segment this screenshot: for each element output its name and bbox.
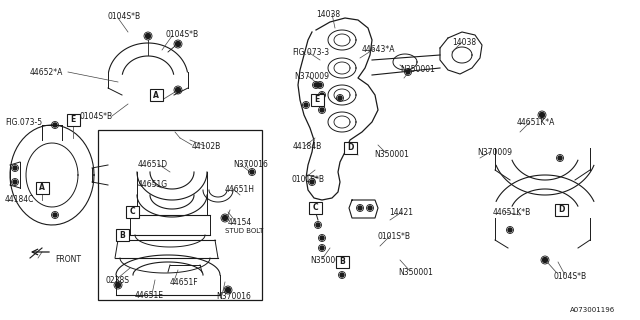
- Text: N370016: N370016: [216, 292, 251, 301]
- Text: N350001: N350001: [374, 150, 409, 159]
- Circle shape: [223, 215, 227, 220]
- Circle shape: [318, 83, 322, 87]
- Bar: [67, 114, 79, 126]
- Bar: [335, 256, 349, 268]
- Text: B: B: [119, 230, 125, 239]
- Text: 0104S*B: 0104S*B: [80, 112, 113, 121]
- Circle shape: [320, 246, 324, 250]
- Bar: [554, 204, 568, 216]
- Circle shape: [316, 223, 320, 227]
- Bar: [98, 130, 262, 300]
- Text: N350001: N350001: [398, 268, 433, 277]
- Text: A: A: [39, 183, 45, 193]
- Text: 0101S*B: 0101S*B: [291, 175, 324, 184]
- Text: 0104S*B: 0104S*B: [108, 12, 141, 21]
- Text: D: D: [347, 143, 353, 153]
- Circle shape: [338, 96, 342, 100]
- Circle shape: [316, 98, 320, 102]
- Text: N350001: N350001: [310, 256, 345, 265]
- Text: N370009: N370009: [477, 148, 512, 157]
- Bar: [308, 202, 321, 214]
- Circle shape: [13, 166, 17, 170]
- Text: 44651K*B: 44651K*B: [493, 208, 531, 217]
- Circle shape: [13, 180, 17, 184]
- Circle shape: [320, 236, 324, 240]
- Text: N350001: N350001: [400, 65, 435, 74]
- Text: STUD BOLT: STUD BOLT: [225, 228, 264, 234]
- Text: D: D: [558, 205, 564, 214]
- Circle shape: [145, 34, 150, 38]
- Circle shape: [310, 180, 314, 184]
- Circle shape: [304, 103, 308, 107]
- Text: 44651G: 44651G: [138, 180, 168, 189]
- Text: 44651K*A: 44651K*A: [517, 118, 556, 127]
- Text: 44643*A: 44643*A: [362, 45, 396, 54]
- Circle shape: [320, 93, 324, 97]
- Circle shape: [358, 206, 362, 210]
- Circle shape: [558, 156, 562, 160]
- Text: 44651F: 44651F: [170, 278, 198, 287]
- Circle shape: [340, 273, 344, 277]
- Text: E: E: [70, 116, 76, 124]
- Text: 0101S*B: 0101S*B: [377, 232, 410, 241]
- Text: N370016: N370016: [233, 160, 268, 169]
- Text: B: B: [339, 258, 345, 267]
- Text: 0104S*B: 0104S*B: [553, 272, 586, 281]
- Text: 44154: 44154: [228, 218, 252, 227]
- Circle shape: [225, 287, 230, 292]
- Text: 44651H: 44651H: [225, 185, 255, 194]
- Text: 14038: 14038: [316, 10, 340, 19]
- Text: 44184B: 44184B: [293, 142, 323, 151]
- Bar: [115, 229, 129, 241]
- Circle shape: [53, 213, 57, 217]
- Circle shape: [115, 283, 120, 287]
- Circle shape: [340, 263, 344, 267]
- Text: FRONT: FRONT: [55, 255, 81, 264]
- Bar: [125, 206, 138, 218]
- Circle shape: [175, 87, 180, 92]
- Text: 44651D: 44651D: [138, 160, 168, 169]
- Circle shape: [368, 206, 372, 210]
- Text: E: E: [314, 95, 319, 105]
- Text: C: C: [129, 207, 135, 217]
- Text: 0104S*B: 0104S*B: [165, 30, 198, 39]
- Circle shape: [508, 228, 512, 232]
- Circle shape: [540, 113, 545, 117]
- Circle shape: [320, 108, 324, 112]
- Text: FIG.073-3: FIG.073-3: [292, 48, 329, 57]
- Text: 44184C: 44184C: [5, 195, 35, 204]
- Circle shape: [314, 83, 318, 87]
- Text: N370009: N370009: [294, 72, 329, 81]
- Text: FIG.073-5: FIG.073-5: [5, 118, 42, 127]
- Bar: [150, 89, 163, 101]
- Circle shape: [543, 258, 547, 262]
- Circle shape: [53, 123, 57, 127]
- Circle shape: [250, 170, 254, 174]
- Text: 44652*A: 44652*A: [30, 68, 63, 77]
- Bar: [344, 142, 356, 154]
- Bar: [35, 182, 49, 194]
- Circle shape: [406, 70, 410, 74]
- Text: A: A: [153, 91, 159, 100]
- Text: A073001196: A073001196: [570, 307, 615, 313]
- Bar: [310, 94, 323, 106]
- Text: 0238S: 0238S: [105, 276, 129, 285]
- Text: 14038: 14038: [452, 38, 476, 47]
- Text: 44102B: 44102B: [192, 142, 221, 151]
- Circle shape: [175, 42, 180, 46]
- Text: 44651E: 44651E: [135, 291, 164, 300]
- Text: C: C: [312, 204, 318, 212]
- Text: 14421: 14421: [389, 208, 413, 217]
